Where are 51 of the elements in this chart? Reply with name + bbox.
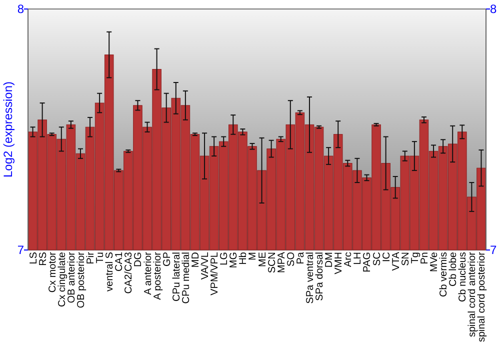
x-tick-label: CA2/CA3 bbox=[124, 252, 135, 294]
x-tick-label: Tg bbox=[410, 252, 421, 264]
x-tick-label: Cx cingulate bbox=[56, 252, 68, 308]
x-tick-label: LG bbox=[219, 252, 230, 266]
x-tick-label: VTA bbox=[390, 252, 402, 271]
y2-tick-label: 7 bbox=[490, 243, 497, 258]
x-tick-label: Hb bbox=[238, 252, 250, 265]
x-tick-label: Cx motor bbox=[47, 251, 58, 293]
x-tick-label: OB posterior bbox=[76, 251, 87, 308]
x-tick-label: CA1 bbox=[114, 252, 126, 272]
x-tick-label: SCN bbox=[266, 252, 278, 274]
x-tick-label: CPu lateral bbox=[171, 252, 182, 302]
x-tick-label: LH bbox=[352, 252, 364, 265]
x-tick-label: MVe bbox=[429, 252, 440, 272]
x-tick-label: ME bbox=[257, 252, 268, 267]
x-tick-label: Tu bbox=[95, 252, 106, 264]
x-tick-label: A anterior bbox=[142, 251, 154, 295]
x-tick-label: DG bbox=[133, 252, 144, 267]
x-tick-label: GP bbox=[162, 252, 173, 266]
x-tick-label: SPa ventral bbox=[304, 252, 316, 304]
x-tick-label: VA/VL bbox=[200, 252, 212, 280]
x-tick-label: SPa dorsal bbox=[314, 252, 326, 301]
x-tick-label: MG bbox=[228, 252, 240, 268]
x-tick-label: RS bbox=[38, 252, 49, 266]
x-tick-label: spinal cord anterior bbox=[467, 251, 478, 338]
x-tick-label: M bbox=[248, 252, 259, 260]
x-tick-label: Pa bbox=[295, 252, 306, 264]
x-tick-label: SC bbox=[372, 252, 383, 266]
x-tick-label: VPM/VPL bbox=[210, 252, 221, 296]
x-tick-label: spinal cord posterior bbox=[476, 251, 488, 342]
x-tick-label: Cb lobe bbox=[448, 252, 460, 286]
x-tick-label: A posterior bbox=[152, 251, 164, 300]
x-tick-label: DM bbox=[324, 252, 336, 268]
x-tick-label: MPA bbox=[276, 252, 288, 273]
x-tick-label: OB anterior bbox=[66, 251, 78, 304]
x-tick-label: PAG bbox=[362, 252, 374, 272]
y2-tick-label: 8 bbox=[490, 2, 497, 16]
x-tick-label: Cb vermis bbox=[438, 252, 450, 298]
x-tick-label: VMH bbox=[334, 252, 345, 274]
x-tick-label: ventral S bbox=[104, 252, 116, 292]
x-tick-label: Arc bbox=[343, 252, 354, 267]
x-tick-label: Cb nucleus bbox=[458, 252, 469, 302]
x-tick-label: CPu medial bbox=[180, 252, 192, 304]
y-axis-title: Log2 (expression) bbox=[1, 81, 15, 178]
x-tick-label: Pn bbox=[419, 252, 430, 264]
x-tick-label: SO bbox=[286, 252, 297, 266]
x-tick-label: SN bbox=[400, 252, 412, 266]
x-tick-label: Pir bbox=[86, 251, 97, 264]
x-tick-label: IC bbox=[381, 252, 392, 262]
x-tick-label: MD bbox=[190, 252, 202, 268]
x-tick-label: LS bbox=[28, 252, 40, 264]
